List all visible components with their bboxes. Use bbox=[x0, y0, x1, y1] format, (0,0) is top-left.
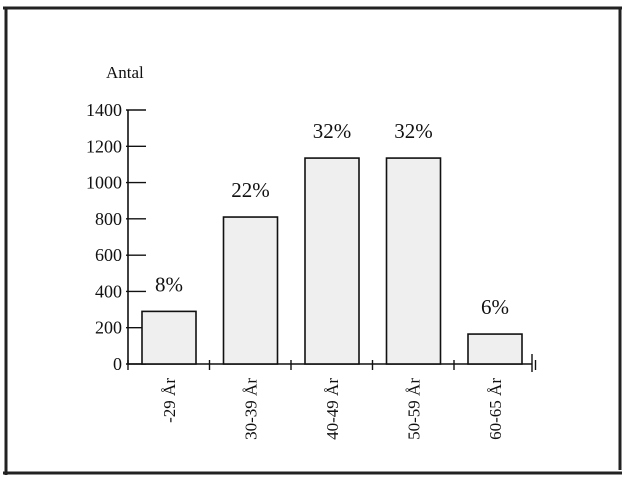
y-tick-label: 1400 bbox=[86, 100, 122, 120]
y-tick-label: 400 bbox=[95, 281, 122, 301]
x-tick-label: 60-65 År bbox=[486, 378, 505, 440]
data-labels-group: 8% 22% 32% 32% 6% bbox=[155, 119, 509, 319]
bar bbox=[222, 216, 279, 365]
bars-group bbox=[141, 157, 523, 365]
bar bbox=[304, 157, 360, 365]
x-tick-label: 30-39 År bbox=[242, 378, 261, 440]
bar bbox=[141, 310, 197, 365]
data-label: 8% bbox=[155, 272, 183, 296]
y-axis-label: Antal bbox=[106, 63, 144, 82]
y-tick-label: 800 bbox=[95, 209, 122, 229]
data-label: 32% bbox=[313, 119, 352, 143]
data-label: 22% bbox=[231, 178, 270, 202]
y-tick-label: 600 bbox=[95, 245, 122, 265]
data-label: 6% bbox=[481, 295, 509, 319]
y-tick-label: 0 bbox=[113, 354, 122, 374]
y-axis: 0 200 400 600 800 1000 1200 1400 bbox=[86, 100, 146, 374]
y-tick-label: 200 bbox=[95, 318, 122, 338]
x-tick-label: 50-59 År bbox=[405, 378, 424, 440]
x-tick-labels-group: -29 År 30-39 År 40-49 År 50-59 År 60-65 År bbox=[160, 378, 505, 440]
y-tick-label: 1200 bbox=[86, 136, 122, 156]
x-tick-label: -29 År bbox=[160, 378, 179, 423]
bar bbox=[467, 333, 523, 365]
data-label: 32% bbox=[394, 119, 433, 143]
x-tick-label: 40-49 År bbox=[323, 378, 342, 440]
bar bbox=[385, 157, 442, 365]
y-tick-label: 1000 bbox=[86, 173, 122, 193]
